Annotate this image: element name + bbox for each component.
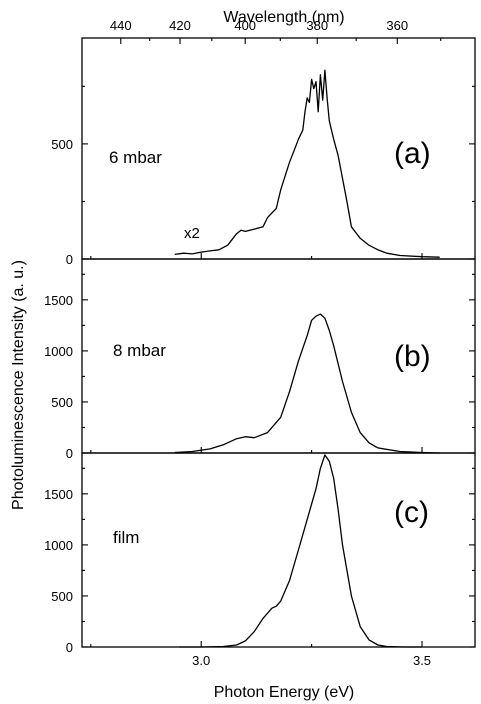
panel-label-a: (a) — [394, 137, 431, 170]
x-tick-label: 3.5 — [413, 653, 431, 668]
y-axis-title: Photoluminescence Intensity (a. u.) — [10, 260, 27, 510]
tick-labels: 0 500 0 500 1000 1500 0 500 1000 1500 3.0 3.5 440 420… — [44, 18, 431, 668]
sample-label-8mbar: 8 mbar — [113, 341, 166, 360]
y-tick-label: 0 — [66, 252, 73, 267]
y-tick-label: 0 — [66, 640, 73, 655]
panel-label-b: (b) — [394, 340, 431, 373]
axis-ticks — [82, 38, 475, 648]
panel-frame-2 — [81, 452, 476, 648]
top-tick-label: 420 — [169, 18, 191, 33]
x-tick-label: 3.0 — [192, 653, 210, 668]
x-axis-title: Photon Energy (eV) — [214, 684, 355, 701]
top-axis-title: Wavelength (nm) — [223, 9, 344, 26]
spectrum-trace-2 — [179, 454, 422, 648]
y-tick-label: 1500 — [44, 487, 73, 502]
y-tick-label: 1000 — [44, 538, 73, 553]
sample-label-6mbar: 6 mbar — [109, 148, 162, 167]
y-tick-label: 500 — [51, 137, 73, 152]
y-tick-label: 500 — [51, 589, 73, 604]
y-tick-label: 1000 — [44, 344, 73, 359]
top-tick-label: 440 — [110, 18, 132, 33]
panel-label-c: (c) — [394, 496, 429, 529]
top-tick-label: 400 — [234, 18, 256, 33]
scale-annotation-x2: x2 — [184, 225, 200, 242]
y-tick-label: 0 — [66, 446, 73, 461]
y-tick-label: 1500 — [44, 293, 73, 308]
spectrum-trace-0 — [174, 69, 440, 258]
top-tick-label: 360 — [386, 18, 408, 33]
top-tick-label: 380 — [306, 18, 328, 33]
panel-frames — [81, 37, 476, 648]
y-tick-label: 500 — [51, 395, 73, 410]
spectra-traces — [174, 69, 440, 648]
sample-label-film: film — [113, 528, 139, 547]
spectrum-trace-1 — [174, 313, 440, 454]
